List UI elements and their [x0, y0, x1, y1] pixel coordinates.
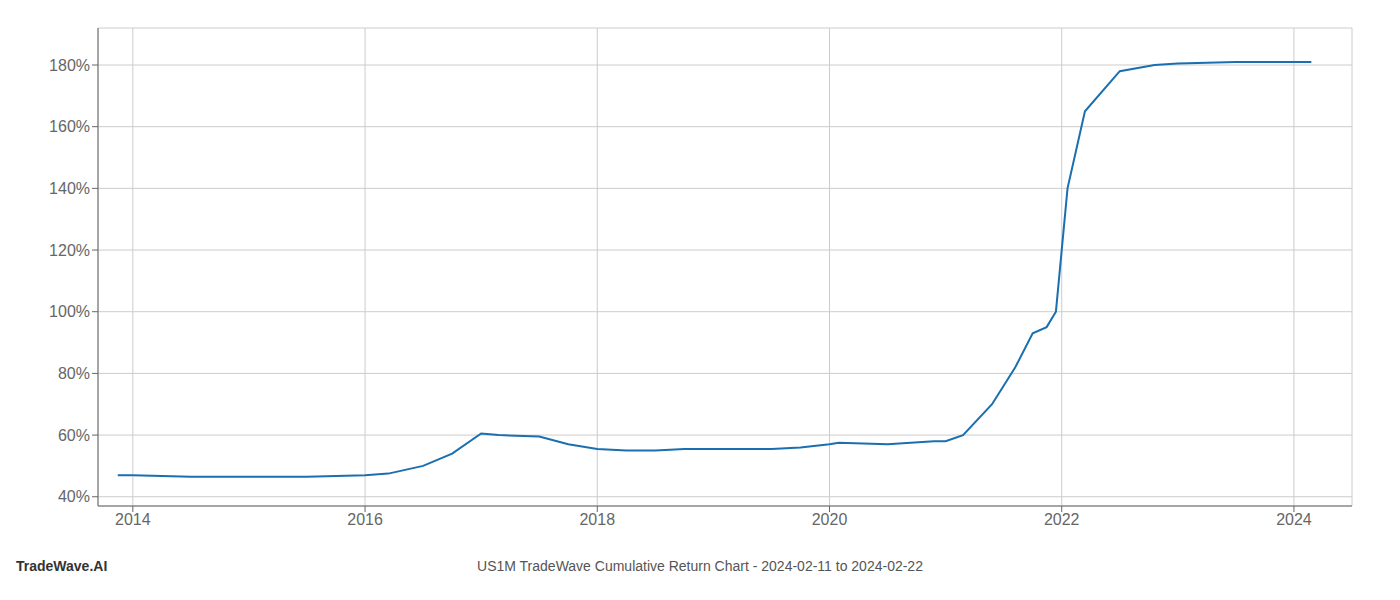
svg-text:2014: 2014 [115, 511, 151, 528]
svg-text:160%: 160% [49, 118, 90, 135]
html-text:US1M TradeWave Cumulative Retu: US1M TradeWave Cumulative Return Chart -… [477, 558, 923, 574]
svg-text:2018: 2018 [579, 511, 615, 528]
svg-text:120%: 120% [49, 242, 90, 259]
svg-text:2016: 2016 [347, 511, 383, 528]
html-text:TradeWave.AI: TradeWave.AI [16, 558, 108, 574]
svg-text:60%: 60% [58, 427, 90, 444]
svg-text:2022: 2022 [1044, 511, 1080, 528]
svg-text:2024: 2024 [1276, 511, 1312, 528]
svg-text:2020: 2020 [812, 511, 848, 528]
svg-text:100%: 100% [49, 303, 90, 320]
svg-text:80%: 80% [58, 365, 90, 382]
svg-text:140%: 140% [49, 180, 90, 197]
svg-text:40%: 40% [58, 488, 90, 505]
svg-text:180%: 180% [49, 57, 90, 74]
